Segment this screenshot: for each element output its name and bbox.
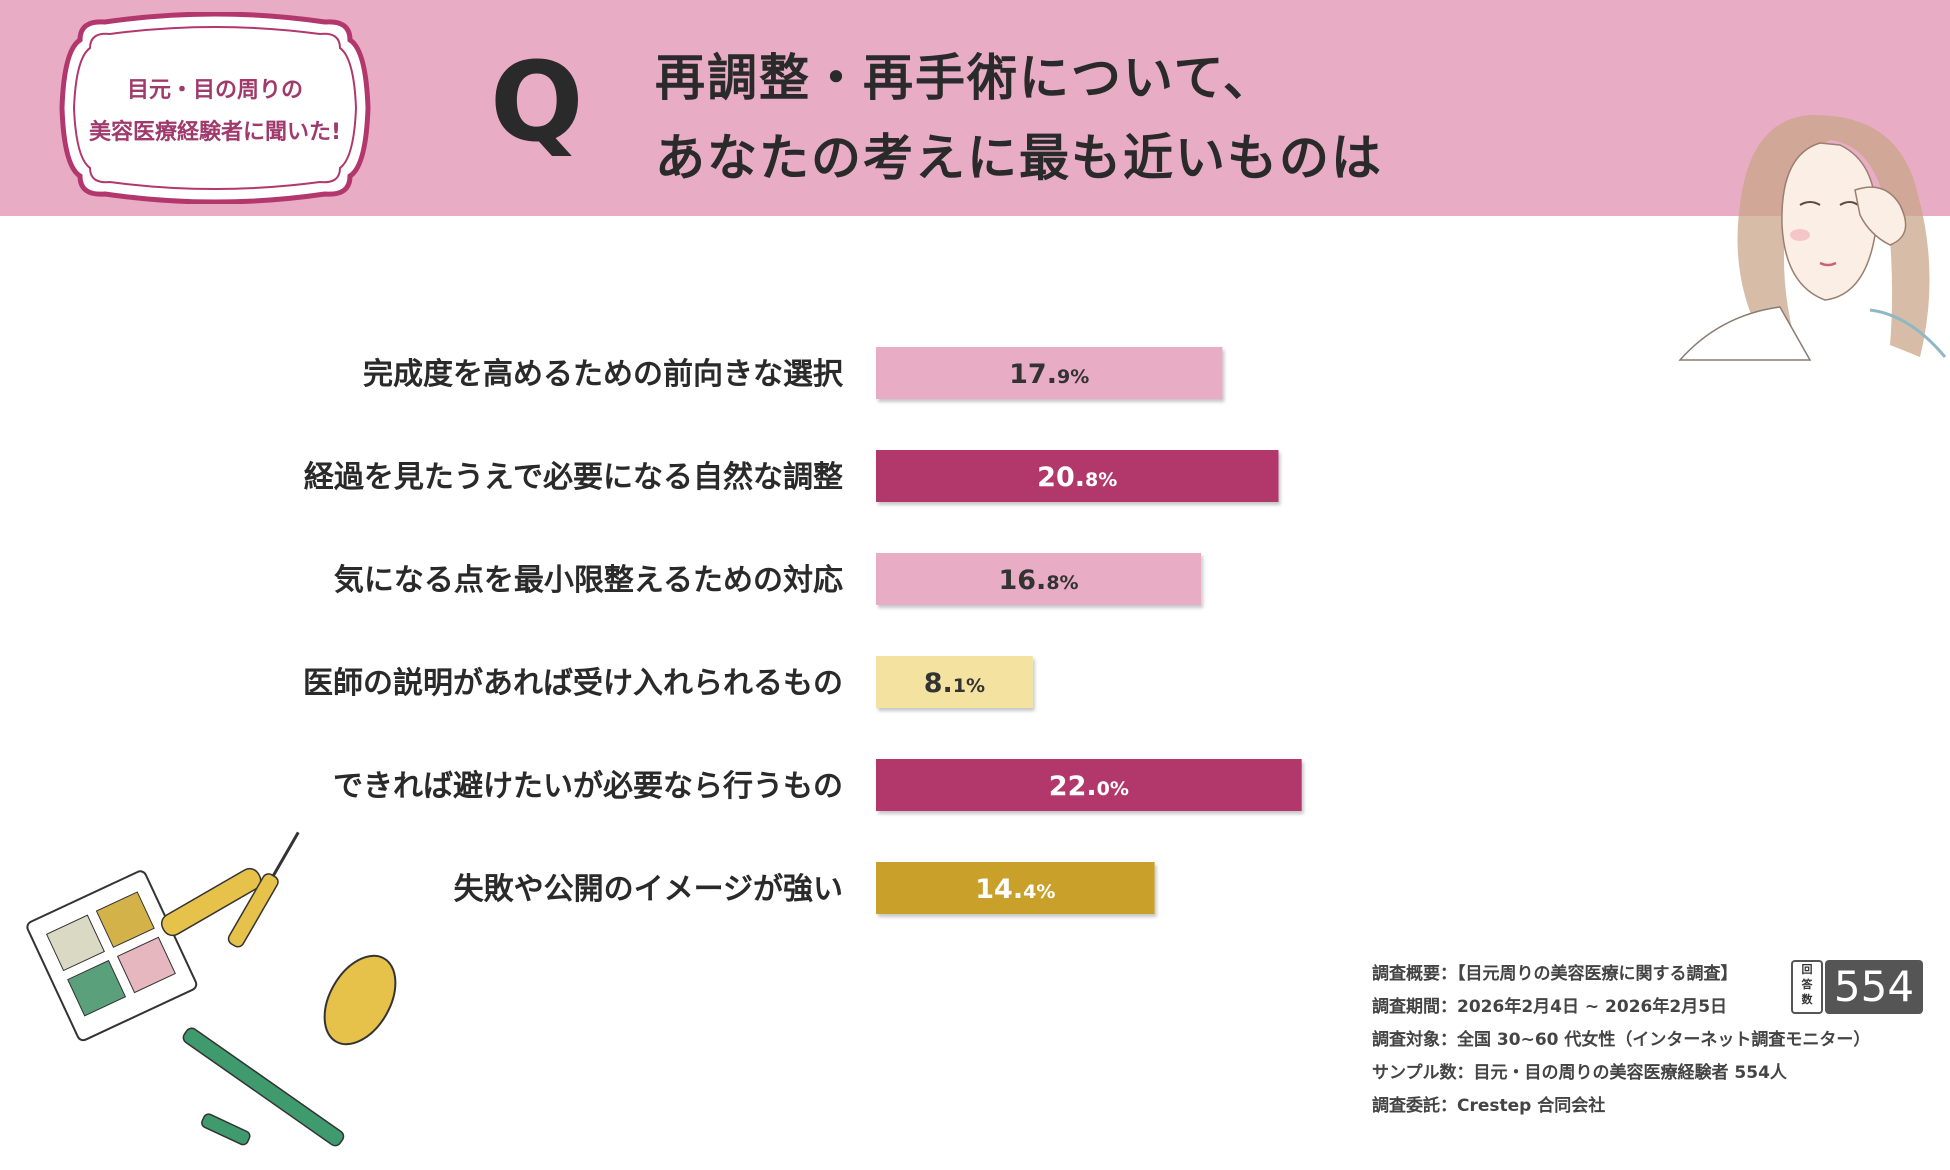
survey-period: 調査期間：2026年2月4日 ~ 2026年2月5日 [1372, 997, 1728, 1017]
value-label-decimal: 1% [953, 675, 985, 697]
question-mark-letter: Q [490, 38, 584, 166]
respondent-label-char-3: 数 [1801, 993, 1813, 1006]
value-label-integer: 22. [1049, 771, 1097, 802]
respondent-label-char-2: 答 [1801, 978, 1813, 991]
badge-frame [59, 12, 371, 204]
header-banner: 目元・目の周りの 美容医療経験者に聞いた! Q 再調整・再手術について、 あなた… [0, 0, 1950, 216]
bar [876, 862, 1155, 914]
question-title-line-1: 再調整・再手術について、 [655, 49, 1275, 107]
survey-target: 調査対象：全国 30~60 代女性（インターネット調査モニター） [1372, 1030, 1871, 1050]
value-label: 22.0% [1049, 771, 1129, 802]
value-label-decimal: 4% [1023, 881, 1055, 903]
survey-notes: 調査概要：【目元周りの美容医療に関する調査】 調査期間：2026年2月4日 ~ … [1372, 958, 1870, 1123]
badge-text: 目元・目の周りの 美容医療経験者に聞いた! [50, 70, 380, 154]
value-label: 16.8% [998, 565, 1078, 596]
respondent-count-label: 回 答 数 [1791, 960, 1823, 1014]
bar [876, 450, 1279, 502]
category-label: できれば避けたいが必要なら行うもの [333, 769, 843, 804]
value-label-decimal: 8% [1085, 469, 1117, 491]
value-label: 20.8% [1037, 462, 1117, 493]
value-label-integer: 17. [1009, 359, 1057, 390]
respondent-count: 回 答 数 554 [1791, 960, 1923, 1014]
survey-commission: 調査委託：Crestep 合同会社 [1372, 1096, 1606, 1116]
respondent-count-value: 554 [1825, 960, 1923, 1014]
value-label-decimal: 9% [1057, 366, 1089, 388]
value-label-integer: 14. [975, 874, 1023, 905]
value-label-integer: 16. [998, 565, 1046, 596]
category-label: 医師の説明があれば受け入れられるもの [303, 666, 843, 701]
question-title: 再調整・再手術について、 あなたの考えに最も近いものは [655, 38, 1383, 198]
woman-illustration [1678, 114, 1947, 361]
category-label: 完成度を高めるための前向きな選択 [363, 357, 844, 392]
value-label: 8.1% [924, 668, 985, 699]
bar [876, 553, 1202, 605]
bar [876, 759, 1302, 811]
value-label-decimal: 0% [1097, 778, 1129, 800]
badge-line-2: 美容医療経験者に聞いた! [88, 120, 342, 145]
value-label-integer: 8. [924, 668, 953, 699]
value-label-integer: 20. [1037, 462, 1085, 493]
respondent-label-char-1: 回 [1801, 963, 1813, 976]
badge: 目元・目の周りの 美容医療経験者に聞いた! [50, 12, 380, 204]
bar [876, 656, 1033, 708]
badge-line-1: 目元・目の周りの [126, 78, 303, 103]
survey-sample: サンプル数：目元・目の周りの美容医療経験者 554人 [1372, 1063, 1787, 1083]
question-title-line-2: あなたの考えに最も近いものは [655, 129, 1383, 187]
value-label: 14.4% [975, 874, 1055, 905]
survey-summary: 調査概要：【目元周りの美容医療に関する調査】 [1372, 964, 1738, 984]
category-label: 失敗や公開のイメージが強い [454, 872, 843, 907]
category-label: 気になる点を最小限整えるための対応 [334, 563, 843, 598]
value-label-decimal: 8% [1046, 572, 1078, 594]
category-label: 経過を見たうえで必要になる自然な調整 [304, 460, 843, 495]
value-label: 17.9% [1009, 359, 1089, 390]
makeup-illustration [26, 831, 397, 1147]
bar [876, 347, 1223, 399]
